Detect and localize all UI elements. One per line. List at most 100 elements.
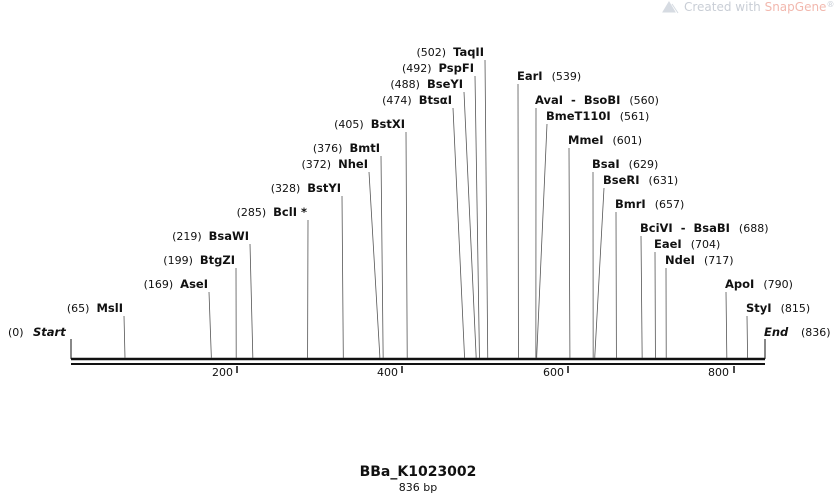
enzyme-site-avai-bsobi[interactable]: AvaI - BsoBI (560) <box>535 93 659 358</box>
site-position: (539) <box>552 70 582 83</box>
enzyme-site-mmei[interactable]: MmeI (601) <box>568 133 642 358</box>
snapgene-logo-icon <box>662 1 679 14</box>
enzyme-site-taqii[interactable]: TaqII (502) <box>416 45 489 358</box>
enzyme-site-pspfi[interactable]: PspFI (492) <box>402 61 480 358</box>
enzyme-site-bstxi[interactable]: BstXI (405) <box>334 117 408 358</box>
enzyme-site-styi[interactable]: StyI (815) <box>746 301 810 358</box>
watermark-text: Created with SnapGene® <box>684 0 834 14</box>
enzyme-site-eaei[interactable]: EaeI (704) <box>654 237 720 358</box>
site-position: (169) <box>144 278 174 291</box>
site-leader-line <box>380 155 384 358</box>
ruler-ticks: 200 400 600 800 <box>212 366 735 379</box>
site-position: (474) <box>382 94 412 107</box>
site-position: (219) <box>172 230 202 243</box>
site-name: BseYI <box>427 77 463 91</box>
enzyme-site-asei[interactable]: AseI (169) <box>144 277 212 358</box>
site-name: BmeT110I <box>546 109 611 123</box>
site-leader-line <box>594 187 605 358</box>
site-position: (492) <box>402 62 432 75</box>
enzyme-site-bcivi-bsabi[interactable]: BciVI - BsaBI (688) <box>640 221 769 358</box>
site-position: (688) <box>739 222 769 235</box>
site-leader-line <box>249 243 254 358</box>
site-name: StyI <box>746 301 772 315</box>
site-leader-line <box>474 75 480 358</box>
site-leader-line <box>463 91 477 358</box>
site-name: BsaWI <box>209 229 249 243</box>
site-name: TaqII <box>453 45 484 59</box>
site-name: BmtI <box>349 141 380 155</box>
site-name: MmeI <box>568 133 604 147</box>
site-position: (560) <box>629 94 659 107</box>
enzyme-site-bmti[interactable]: BmtI (376) <box>313 141 384 358</box>
site-position: (502) <box>416 46 446 59</box>
tick-label: 600 <box>543 366 564 379</box>
site-name: EarI <box>517 69 543 83</box>
enzyme-site-apoi[interactable]: ApoI (790) <box>725 277 793 358</box>
site-name: MslI <box>96 301 123 315</box>
enzyme-site-bseyi[interactable]: BseYI (488) <box>390 77 477 358</box>
site-position: (704) <box>691 238 721 251</box>
enzyme-site-bmri[interactable]: BmrI (657) <box>615 197 684 358</box>
site-leader-line <box>341 195 344 358</box>
site-name: BtsαI <box>419 93 452 107</box>
end-label: End <box>764 325 789 339</box>
site-name: BseRI <box>603 173 640 187</box>
tick-label: 400 <box>377 366 398 379</box>
enzyme-site-bsawi[interactable]: BsaWI (219) <box>172 229 254 358</box>
enzyme-site-bts-i[interactable]: BtsαI (474) <box>382 93 465 358</box>
site-leader-line <box>368 171 381 358</box>
site-name: BsaI <box>592 157 620 171</box>
site-position: (717) <box>704 254 734 267</box>
construct-length: 836 bp <box>399 481 437 493</box>
site-name: BtgZI <box>200 253 235 267</box>
site-position: (328) <box>271 182 301 195</box>
site-name: AvaI - BsoBI <box>535 93 620 107</box>
enzyme-site-bcli[interactable]: BclI * (285) <box>237 205 309 358</box>
site-position: (815) <box>781 302 811 315</box>
enzyme-site-ndei[interactable]: NdeI (717) <box>665 253 734 358</box>
site-position: (631) <box>649 174 679 187</box>
site-name: ApoI <box>725 277 754 291</box>
site-name: NdeI <box>665 253 695 267</box>
site-leader-line <box>640 235 643 358</box>
site-leader-line <box>405 131 408 358</box>
site-position: (561) <box>620 110 650 123</box>
site-position: (372) <box>302 158 332 171</box>
site-leader-line <box>452 107 465 358</box>
site-name: NheI <box>338 157 368 171</box>
snapgene-watermark: Created with SnapGene® <box>662 0 834 14</box>
tick-label: 200 <box>212 366 233 379</box>
site-position: (657) <box>655 198 685 211</box>
site-position: (199) <box>163 254 193 267</box>
enzyme-site-btgzi[interactable]: BtgZI (199) <box>163 253 237 358</box>
site-name: BmrI <box>615 197 646 211</box>
site-leader-line <box>208 291 212 358</box>
tick-label: 800 <box>708 366 729 379</box>
construct-title: BBa_K1023002 <box>360 464 477 480</box>
enzyme-site-msli[interactable]: MslI (65) <box>67 301 126 358</box>
enzyme-site-eari[interactable]: EarI (539) <box>517 69 581 358</box>
site-leader-line <box>568 147 571 358</box>
site-position: (488) <box>390 78 420 91</box>
site-position: (405) <box>334 118 364 131</box>
site-leader-line <box>746 315 748 358</box>
site-position: (790) <box>763 278 793 291</box>
site-name: PspFI <box>439 61 474 75</box>
site-name: BclI * <box>273 205 307 219</box>
enzyme-site-bstyi[interactable]: BstYI (328) <box>271 181 344 358</box>
enzyme-site-bseri[interactable]: BseRI (631) <box>594 173 679 358</box>
site-position: (65) <box>67 302 90 315</box>
site-leader-line <box>484 59 489 358</box>
start-label: Start <box>33 325 66 339</box>
site-position: (601) <box>613 134 643 147</box>
enzyme-sites: MslI (65) AseI (169) BtgZI (199) BsaWI (219) Bcl… <box>67 45 810 358</box>
site-name: BciVI - BsaBI <box>640 221 730 235</box>
enzyme-site-bmet110i[interactable]: BmeT110I (561) <box>536 109 650 358</box>
site-name: AseI <box>180 277 208 291</box>
site-name: BstXI <box>371 117 405 131</box>
enzyme-site-nhei[interactable]: NheI (372) <box>302 157 381 358</box>
enzyme-site-bsai[interactable]: BsaI (629) <box>592 157 658 358</box>
end-position: (836) <box>801 326 831 339</box>
site-name: EaeI <box>654 237 682 251</box>
